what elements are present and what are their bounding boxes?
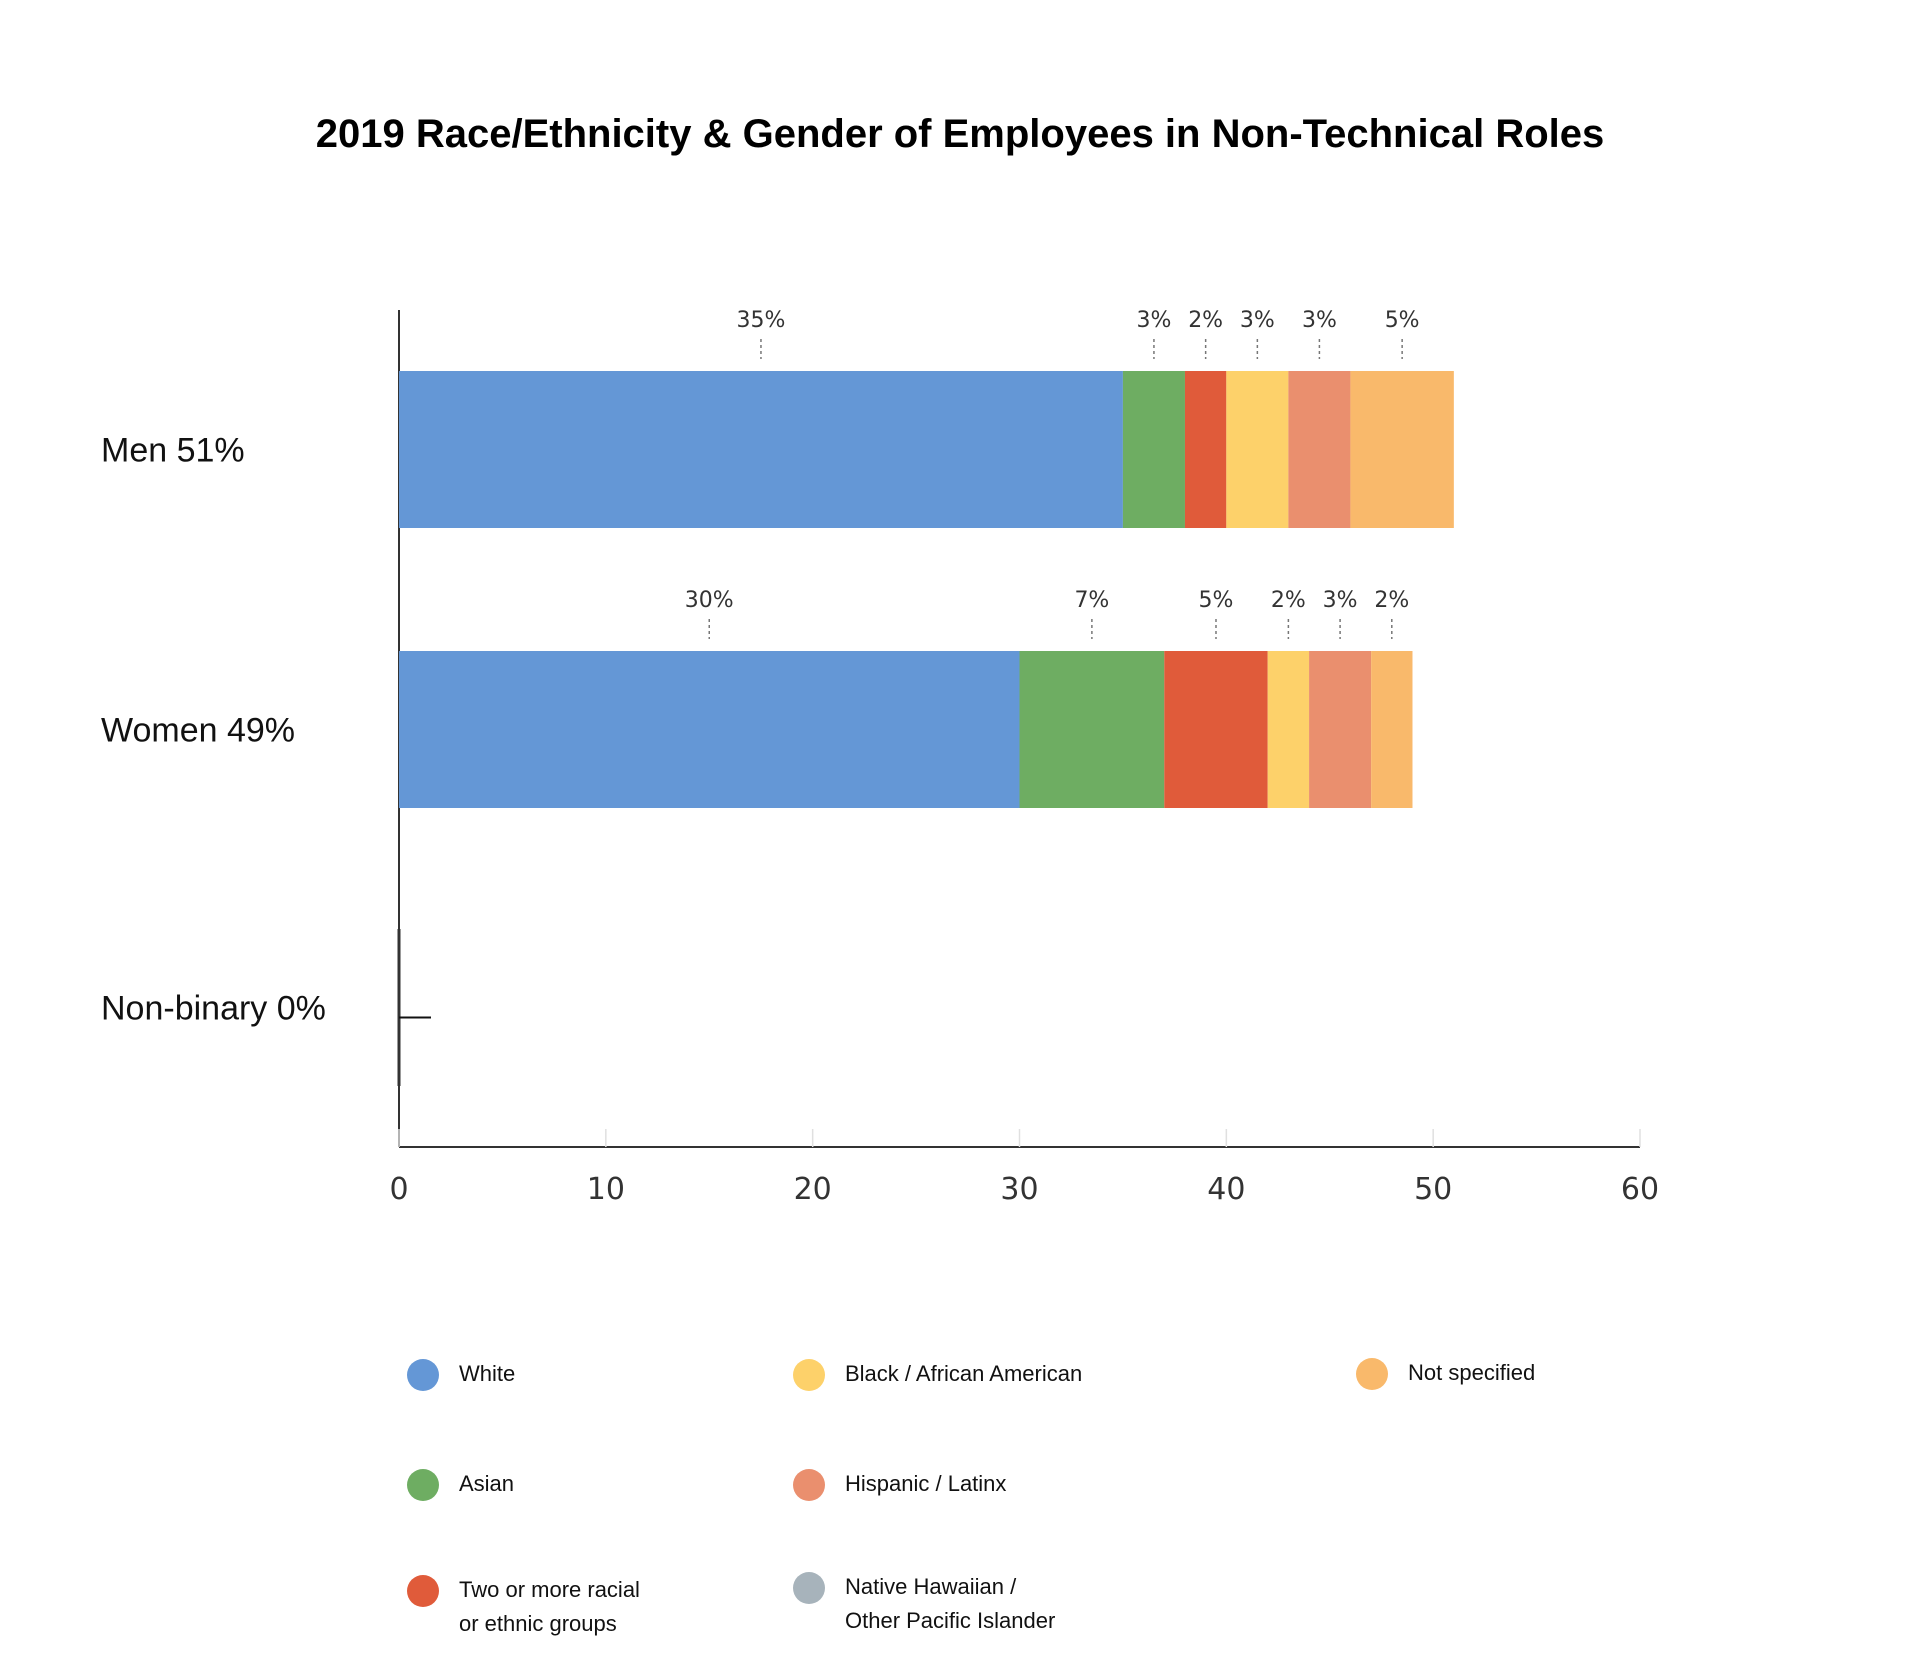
category-label-1: Women 49%	[101, 712, 295, 750]
legend-swatch-two-or-more	[407, 1575, 439, 1607]
value-label-0-0: 35%	[737, 308, 786, 333]
value-label-1-0: 30%	[685, 588, 734, 613]
legend-item-white: White	[407, 1357, 515, 1391]
bar-0-2	[1184, 371, 1227, 528]
bar-1-1	[1019, 651, 1165, 808]
legend-label-white: White	[459, 1361, 516, 1386]
legend-item-native-hawaiian: Native Hawaiian / Other Pacific Islander	[793, 1570, 1055, 1638]
x-tick-label-60: 60	[1621, 1172, 1659, 1207]
legend-swatch-asian	[407, 1469, 439, 1501]
x-tick-label-20: 20	[794, 1172, 832, 1207]
bar-0-3	[1226, 371, 1289, 528]
bar-1-2	[1164, 651, 1268, 808]
bar-1-5	[1371, 651, 1413, 808]
legend-label-not-specified: Not specified	[1408, 1360, 1536, 1385]
value-label-0-4: 3%	[1302, 308, 1337, 333]
value-label-1-5: 2%	[1374, 588, 1409, 613]
legend-item-two-or-more: Two or more racial or ethnic groups	[407, 1573, 640, 1641]
legend-swatch-hispanic	[793, 1469, 825, 1501]
bar-0-1	[1122, 371, 1185, 528]
x-tick-label-0: 0	[389, 1172, 408, 1207]
legend-label-hispanic: Hispanic / Latinx	[845, 1471, 1007, 1496]
x-tick-label-10: 10	[587, 1172, 625, 1207]
x-tick-label-30: 30	[1000, 1172, 1038, 1207]
chart-title: 2019 Race/Ethnicity & Gender of Employee…	[315, 112, 1605, 156]
value-label-0-3: 3%	[1240, 308, 1275, 333]
legend-label-native-hawaiian: Native Hawaiian / Other Pacific Islander	[845, 1574, 1056, 1633]
bar-1-3	[1267, 651, 1310, 808]
value-label-1-4: 3%	[1323, 588, 1358, 613]
bar-1-4	[1309, 651, 1372, 808]
legend-item-asian: Asian	[407, 1467, 514, 1501]
bar-0-5	[1350, 371, 1454, 528]
legend-item-hispanic: Hispanic / Latinx	[793, 1467, 1006, 1501]
category-label-0: Men 51%	[101, 432, 245, 470]
legend-swatch-native-hawaiian	[793, 1572, 825, 1604]
x-tick-label-40: 40	[1207, 1172, 1245, 1207]
legend-swatch-white	[407, 1359, 439, 1391]
legend-swatch-not-specified	[1356, 1358, 1388, 1390]
value-label-0-1: 3%	[1136, 308, 1171, 333]
legend-label-black: Black / African American	[845, 1361, 1083, 1386]
value-label-1-2: 5%	[1199, 588, 1234, 613]
legend-item-not-specified: Not specified	[1356, 1356, 1535, 1390]
legend-label-asian: Asian	[459, 1471, 515, 1496]
x-tick-label-50: 50	[1414, 1172, 1452, 1207]
bar-0-4	[1288, 371, 1351, 528]
legend-swatch-black	[793, 1359, 825, 1391]
bar-1-0	[399, 651, 1020, 808]
bar-0-0	[399, 371, 1123, 528]
legend-label-two-or-more: Two or more racial or ethnic groups	[459, 1577, 640, 1636]
legend-item-black: Black / African American	[793, 1357, 1082, 1391]
value-label-0-2: 2%	[1188, 308, 1223, 333]
value-label-1-1: 7%	[1074, 588, 1109, 613]
value-label-1-3: 2%	[1271, 588, 1306, 613]
category-label-2: Non-binary 0%	[101, 990, 326, 1028]
value-label-0-5: 5%	[1385, 308, 1420, 333]
